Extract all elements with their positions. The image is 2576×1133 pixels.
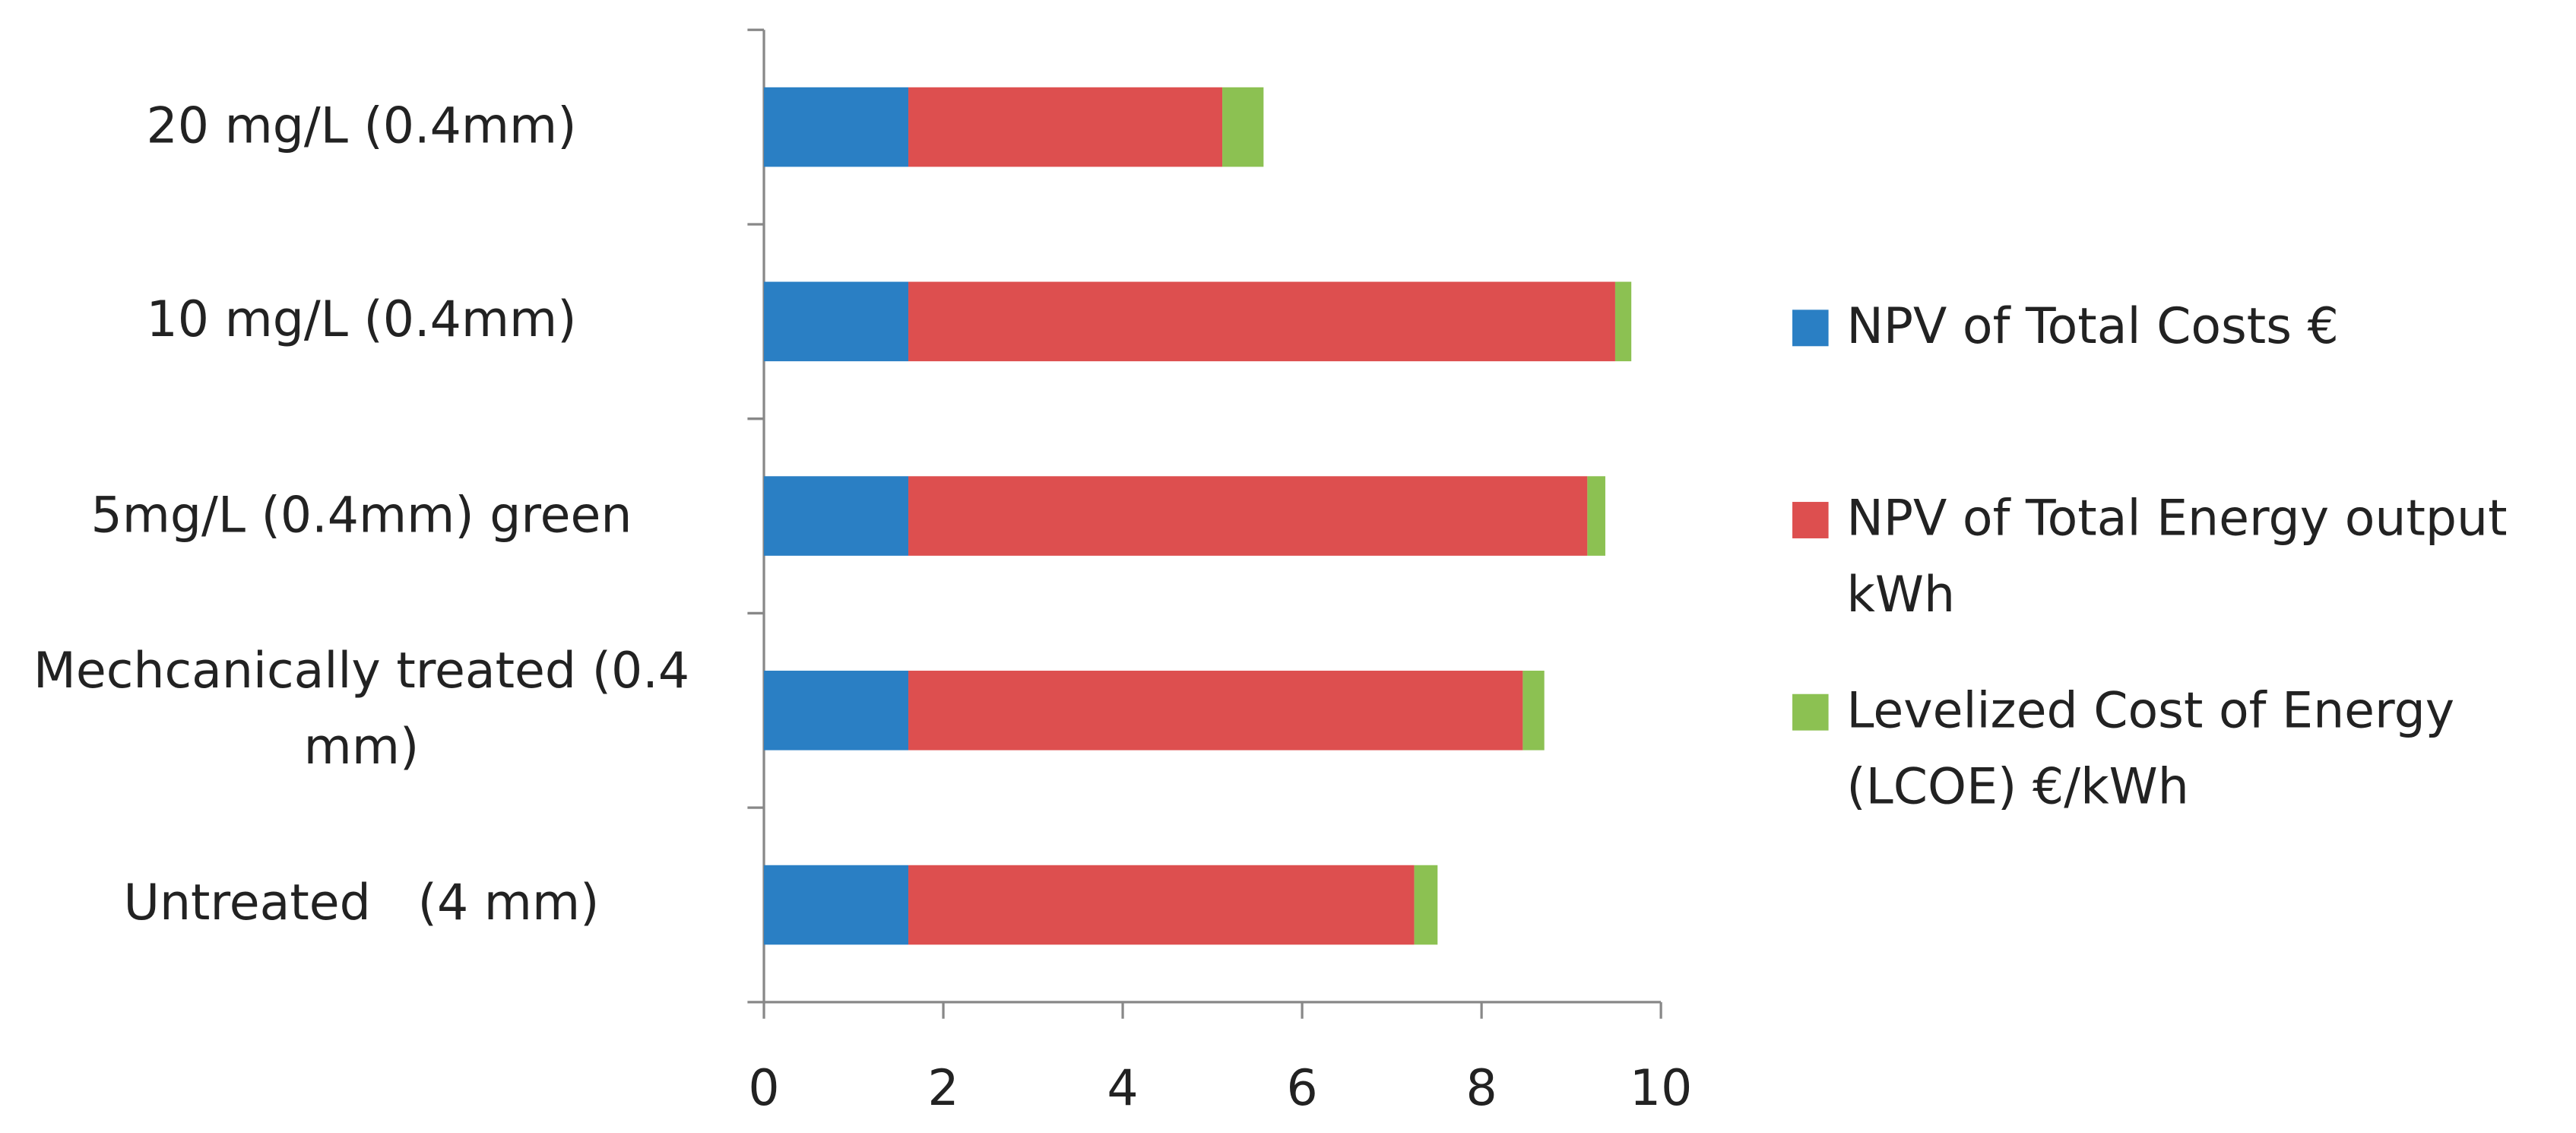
bar-segment — [908, 87, 1223, 167]
bar-segment — [764, 476, 909, 556]
x-tick-label: 2 — [927, 1060, 958, 1117]
legend-label: NPV of Total Energy output kWh — [1846, 490, 2508, 625]
y-tick-label: Mechcanically treated (0.4 mm) — [33, 642, 705, 777]
bar-segment — [764, 671, 909, 751]
legend-swatch — [1792, 502, 1829, 538]
x-tick-label: 10 — [1630, 1060, 1692, 1117]
bar-segment — [908, 865, 1415, 945]
x-tick-label: 6 — [1286, 1060, 1317, 1117]
bar-segment — [1587, 476, 1605, 556]
bar-segment — [764, 865, 909, 945]
legend-swatch — [1792, 693, 1829, 731]
bar-segment — [908, 476, 1588, 556]
x-tick-label: 4 — [1107, 1060, 1138, 1117]
bar-segment — [908, 671, 1523, 751]
bar-segment — [1222, 87, 1264, 167]
y-tick-label: 5mg/L (0.4mm) green — [90, 486, 632, 544]
x-tick-label: 8 — [1465, 1060, 1497, 1117]
bar-segment — [908, 281, 1615, 362]
bar-segment — [764, 87, 909, 167]
bar-segment — [1414, 865, 1438, 945]
bar-segment — [1614, 281, 1632, 362]
legend-label: Levelized Cost of Energy (LCOE) €/kWh — [1846, 682, 2455, 817]
x-tick-label: 0 — [748, 1060, 779, 1117]
bar-segment — [1522, 671, 1545, 751]
y-tick-label: 20 mg/L (0.4mm) — [146, 97, 577, 156]
legend-swatch — [1792, 309, 1829, 347]
y-tick-label: 10 mg/L (0.4mm) — [146, 291, 577, 350]
y-tick-label: Untreated (4 mm) — [123, 874, 600, 934]
bar-segment — [764, 281, 909, 362]
legend-label: NPV of Total Costs € — [1846, 298, 2339, 357]
